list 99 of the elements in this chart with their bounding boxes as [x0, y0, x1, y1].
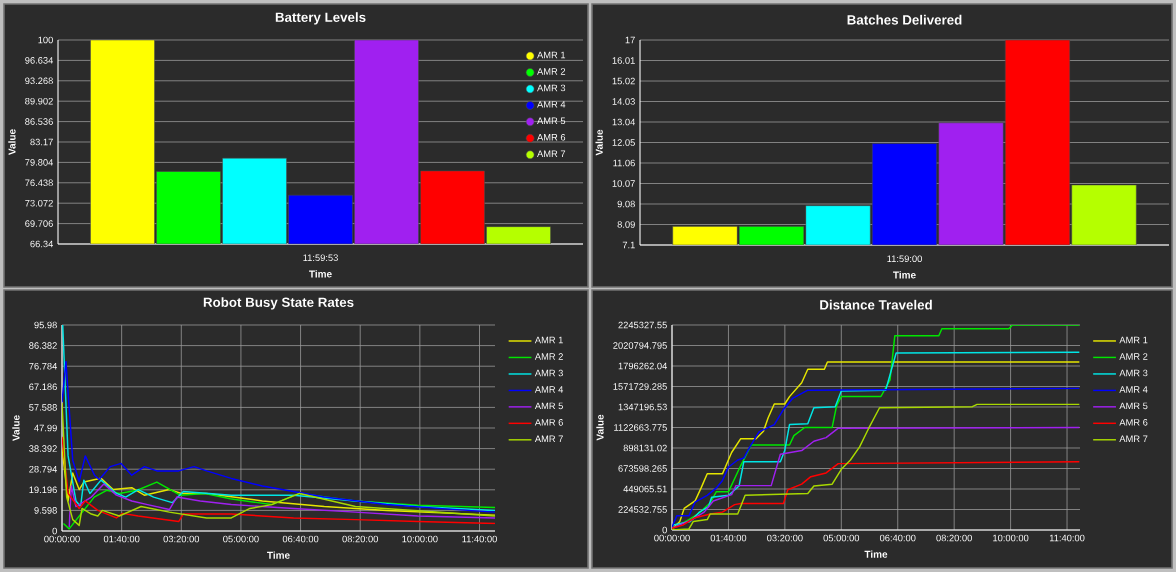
- y-tick-label: 0: [662, 526, 667, 534]
- y-tick-label: 79.804: [25, 159, 54, 166]
- y-tick-label: 898131.02: [623, 444, 667, 452]
- y-tick-label: 89.902: [25, 97, 53, 105]
- y-tick-label: 224532.755: [618, 506, 667, 513]
- y-tick-label: 16.01: [612, 57, 635, 64]
- legend-label: AMR 5: [534, 402, 563, 410]
- y-tick-label: 13.04: [612, 118, 636, 126]
- y-tick-label: 673598.265: [618, 465, 667, 472]
- line-series: [62, 436, 496, 525]
- y-tick-label: 9.598: [34, 507, 57, 514]
- y-tick-label: 2020794.795: [613, 342, 667, 349]
- x-tick-label: 00:00:00: [654, 534, 690, 542]
- x-tick-label: 06:40:00: [879, 534, 916, 542]
- y-tick-label: 1347196.53: [618, 403, 667, 411]
- x-tick-label: 11:59:00: [887, 255, 922, 262]
- x-tick-label: 08:20:00: [936, 534, 972, 542]
- y-tick-label: 57.588: [29, 404, 57, 411]
- legend-label: AMR 4: [534, 386, 564, 393]
- x-tick-label: 06:40:00: [282, 535, 319, 543]
- y-axis-title: Value: [8, 129, 16, 155]
- chart-title: Battery Levels: [275, 12, 366, 25]
- line-series: [62, 402, 496, 527]
- x-tick-label: 05:00:00: [223, 535, 259, 543]
- x-tick-label: 01:40:00: [710, 534, 747, 542]
- legend-label: AMR 2: [534, 353, 563, 360]
- legend-label: AMR 4: [1119, 386, 1148, 393]
- y-tick-label: 95.98: [34, 321, 57, 329]
- y-tick-label: 12.05: [612, 139, 635, 146]
- y-tick-label: 69.706: [25, 220, 53, 227]
- x-tick-label: 11:59:53: [303, 254, 338, 261]
- y-tick-label: 86.382: [29, 342, 57, 349]
- y-tick-label: 2245327.55: [618, 321, 667, 329]
- x-axis-title: Time: [893, 271, 916, 279]
- x-tick-label: 03:20:00: [163, 535, 200, 543]
- y-tick-label: 9.08: [617, 200, 635, 208]
- y-tick-label: 11.06: [613, 159, 635, 167]
- y-tick-label: 15.02: [612, 77, 635, 85]
- legend-label: AMR 1: [1119, 336, 1148, 344]
- y-tick-label: 0: [52, 527, 57, 535]
- x-axis-title: Time: [864, 550, 888, 558]
- x-tick-label: 01:40:00: [103, 535, 140, 543]
- y-tick-label: 100: [38, 36, 53, 44]
- x-tick-label: 11:40:00: [462, 535, 497, 543]
- y-tick-label: 19.196: [29, 486, 57, 494]
- chart-title: Distance Traveled: [820, 299, 932, 310]
- legend-label: AMR 1: [537, 51, 566, 59]
- y-tick-label: 8.09: [617, 221, 635, 228]
- legend-label: AMR 5: [1119, 402, 1148, 410]
- legend-label: AMR 5: [537, 117, 566, 125]
- x-tick-label: 10:00:00: [993, 534, 1029, 542]
- y-tick-label: 96.634: [25, 57, 54, 64]
- y-tick-label: 10.07: [612, 180, 635, 187]
- legend-label: AMR 6: [537, 134, 566, 141]
- y-tick-label: 93.268: [25, 77, 53, 85]
- line-series: [62, 325, 496, 512]
- x-axis-title: Time: [267, 551, 290, 559]
- y-axis-title: Value: [12, 415, 20, 441]
- legend-label: AMR 4: [537, 101, 566, 108]
- x-tick-label: 05:00:00: [823, 534, 860, 542]
- chart-title: Batches Delivered: [847, 14, 962, 25]
- y-tick-label: 1122663.775: [614, 424, 667, 431]
- y-axis-title: Value: [596, 414, 604, 441]
- line-series: [62, 360, 496, 513]
- x-tick-label: 00:00:00: [44, 535, 80, 543]
- y-tick-label: 66.34: [30, 240, 54, 248]
- legend-label: AMR 7: [537, 150, 566, 157]
- y-tick-label: 1571729.285: [613, 383, 667, 390]
- legend-label: AMR 6: [534, 419, 563, 426]
- legend-label: AMR 3: [534, 369, 563, 377]
- legend-label: AMR 7: [534, 435, 563, 443]
- y-tick-label: 449065.51: [623, 485, 667, 493]
- legend-label: AMR 1: [534, 336, 563, 344]
- y-tick-label: 73.072: [25, 199, 53, 207]
- chart-title: Robot Busy State Rates: [203, 297, 354, 310]
- y-tick-label: 76.784: [29, 362, 58, 370]
- y-tick-label: 14.03: [612, 98, 635, 105]
- y-tick-label: 83.17: [30, 138, 53, 146]
- legend-label: AMR 6: [1119, 419, 1148, 426]
- y-tick-label: 67.186: [29, 383, 57, 391]
- y-tick-label: 38.392: [29, 445, 57, 452]
- x-axis-title: Time: [309, 270, 332, 278]
- y-tick-label: 76.438: [25, 179, 53, 187]
- y-tick-label: 7.1: [622, 241, 635, 249]
- x-tick-label: 08:20:00: [342, 535, 379, 543]
- legend-label: AMR 7: [1119, 435, 1148, 442]
- y-tick-label: 47.99: [34, 424, 57, 432]
- legend-label: AMR 3: [537, 84, 566, 92]
- y-tick-label: 28.794: [29, 465, 58, 473]
- y-tick-label: 86.536: [25, 118, 53, 125]
- legend-label: AMR 3: [1119, 369, 1148, 377]
- x-tick-label: 10:00:00: [402, 535, 438, 543]
- y-axis-title: Value: [595, 129, 603, 156]
- legend-label: AMR 2: [537, 68, 566, 75]
- y-tick-label: 1796262.04: [618, 362, 668, 370]
- legend-label: AMR 2: [1119, 353, 1148, 360]
- x-tick-label: 11:40:00: [1049, 534, 1085, 542]
- x-tick-label: 03:20:00: [767, 534, 803, 542]
- y-tick-label: 17: [625, 36, 635, 44]
